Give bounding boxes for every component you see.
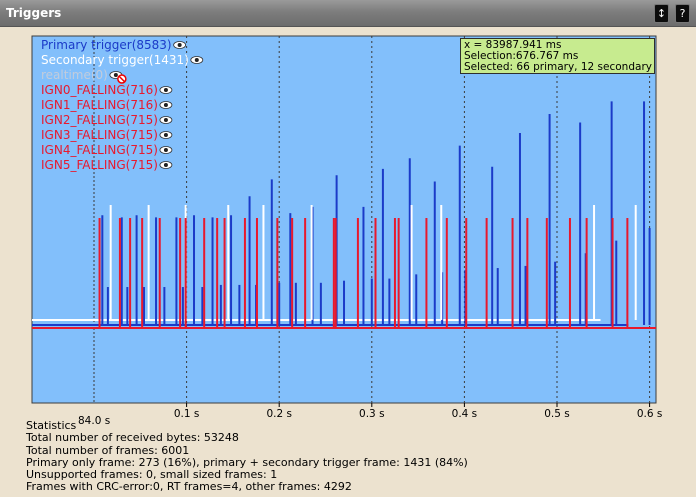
resize-button[interactable]: ↕ (654, 4, 669, 23)
window-title-bar: Triggers ↕ ? (0, 0, 696, 27)
series-layer (32, 101, 656, 329)
x-tick-label: 0.3 s (359, 408, 385, 420)
eye-pupil (194, 58, 199, 62)
stat-crc: Frames with CRC-error:0, RT frames=4, ot… (26, 480, 352, 494)
eye-icon[interactable] (159, 86, 173, 94)
x-tick-label: 0.4 s (452, 408, 478, 420)
legend-label: IGN3_FALLING(715) (41, 128, 158, 142)
statistics-heading: Statistics (26, 419, 77, 432)
x-tick-label: 0.5 s (544, 408, 570, 420)
selection-tooltip: x = 83987.941 ms Selection:676.767 ms Se… (460, 38, 655, 74)
legend-label: IGN0_FALLING(716) (41, 83, 158, 97)
stat-primary: Primary only frame: 273 (16%), primary +… (26, 455, 468, 469)
grid-lines (93, 36, 651, 403)
x-tick-label: 0.2 s (266, 408, 292, 420)
triggers-panel: 84.0 s 0.1 s 0.2 s 0.3 s 0.4 s 0.5 s 0.6 s Pri… (0, 27, 696, 497)
disabled-icon (117, 74, 127, 84)
x-tick-label: 0.6 s (637, 408, 663, 420)
stat-unsupported: Unsupported frames: 0, small sized frame… (26, 468, 278, 482)
legend-label: Primary trigger(8583) (41, 38, 172, 52)
trigger-chart[interactable]: 84.0 s 0.1 s 0.2 s 0.3 s 0.4 s 0.5 s 0.6 s Pri… (0, 27, 696, 427)
eye-pupil (163, 118, 168, 122)
eye-icon[interactable] (159, 161, 173, 169)
legend-label: Secondary trigger(1431) (41, 53, 189, 67)
eye-pupil (113, 73, 118, 77)
statistics-panel: Statistics Total number of received byte… (26, 419, 468, 494)
help-button[interactable]: ? (675, 4, 690, 23)
eye-icon[interactable] (159, 146, 173, 154)
eye-icon[interactable] (159, 131, 173, 139)
tooltip-selected: Selected: 66 primary, 12 secondary (464, 61, 652, 74)
legend-label: IGN2_FALLING(715) (41, 113, 158, 127)
eye-icon[interactable] (190, 56, 204, 64)
eye-icon[interactable] (159, 101, 173, 109)
origin-label: 84.0 s (78, 415, 110, 427)
tooltip-x: x = 83987.941 ms (464, 39, 562, 51)
stat-bytes: Total number of received bytes: 53248 (26, 431, 239, 445)
eye-pupil (163, 148, 168, 152)
eye-pupil (163, 103, 168, 107)
disabled-slash (118, 75, 126, 83)
legend-label: IGN4_FALLING(715) (41, 143, 158, 157)
tooltip-selection: Selection:676.767 ms (464, 50, 579, 63)
eye-icon[interactable] (173, 41, 187, 49)
eye-pupil (163, 163, 168, 167)
eye-pupil (163, 133, 168, 137)
eye-pupil (163, 88, 168, 92)
eye-pupil (177, 43, 182, 47)
legend-label: IGN1_FALLING(716) (41, 98, 158, 112)
legend-label: IGN5_FALLING(715) (41, 158, 158, 172)
legend-label: realtime(0) (41, 68, 108, 82)
x-axis: 84.0 s 0.1 s 0.2 s 0.3 s 0.4 s 0.5 s 0.6 s (78, 403, 662, 427)
stat-frames: Total number of frames: 6001 (26, 443, 190, 457)
x-tick-label: 0.1 s (174, 408, 200, 420)
eye-icon[interactable] (159, 116, 173, 124)
legend: Primary trigger(8583)Secondary trigger(1… (41, 38, 204, 172)
window-title: Triggers (6, 6, 62, 20)
